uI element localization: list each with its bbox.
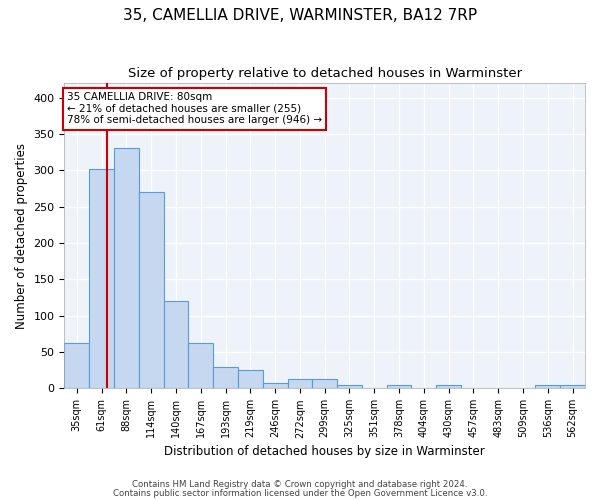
- Y-axis label: Number of detached properties: Number of detached properties: [15, 142, 28, 328]
- Text: 35, CAMELLIA DRIVE, WARMINSTER, BA12 7RP: 35, CAMELLIA DRIVE, WARMINSTER, BA12 7RP: [123, 8, 477, 22]
- Bar: [213, 368, 238, 388]
- Title: Size of property relative to detached houses in Warminster: Size of property relative to detached ho…: [128, 68, 522, 80]
- Bar: [535, 386, 560, 388]
- Bar: [89, 169, 114, 388]
- Text: 35 CAMELLIA DRIVE: 80sqm
← 21% of detached houses are smaller (255)
78% of semi-: 35 CAMELLIA DRIVE: 80sqm ← 21% of detach…: [67, 92, 322, 126]
- Bar: [313, 379, 337, 388]
- Bar: [238, 370, 263, 388]
- Bar: [188, 342, 213, 388]
- X-axis label: Distribution of detached houses by size in Warminster: Distribution of detached houses by size …: [164, 444, 485, 458]
- Bar: [64, 342, 89, 388]
- Text: Contains HM Land Registry data © Crown copyright and database right 2024.: Contains HM Land Registry data © Crown c…: [132, 480, 468, 489]
- Bar: [337, 386, 362, 388]
- Bar: [287, 379, 313, 388]
- Bar: [139, 192, 164, 388]
- Text: Contains public sector information licensed under the Open Government Licence v3: Contains public sector information licen…: [113, 488, 487, 498]
- Bar: [263, 382, 287, 388]
- Bar: [164, 301, 188, 388]
- Bar: [436, 386, 461, 388]
- Bar: [386, 384, 412, 388]
- Bar: [560, 386, 585, 388]
- Bar: [114, 148, 139, 388]
